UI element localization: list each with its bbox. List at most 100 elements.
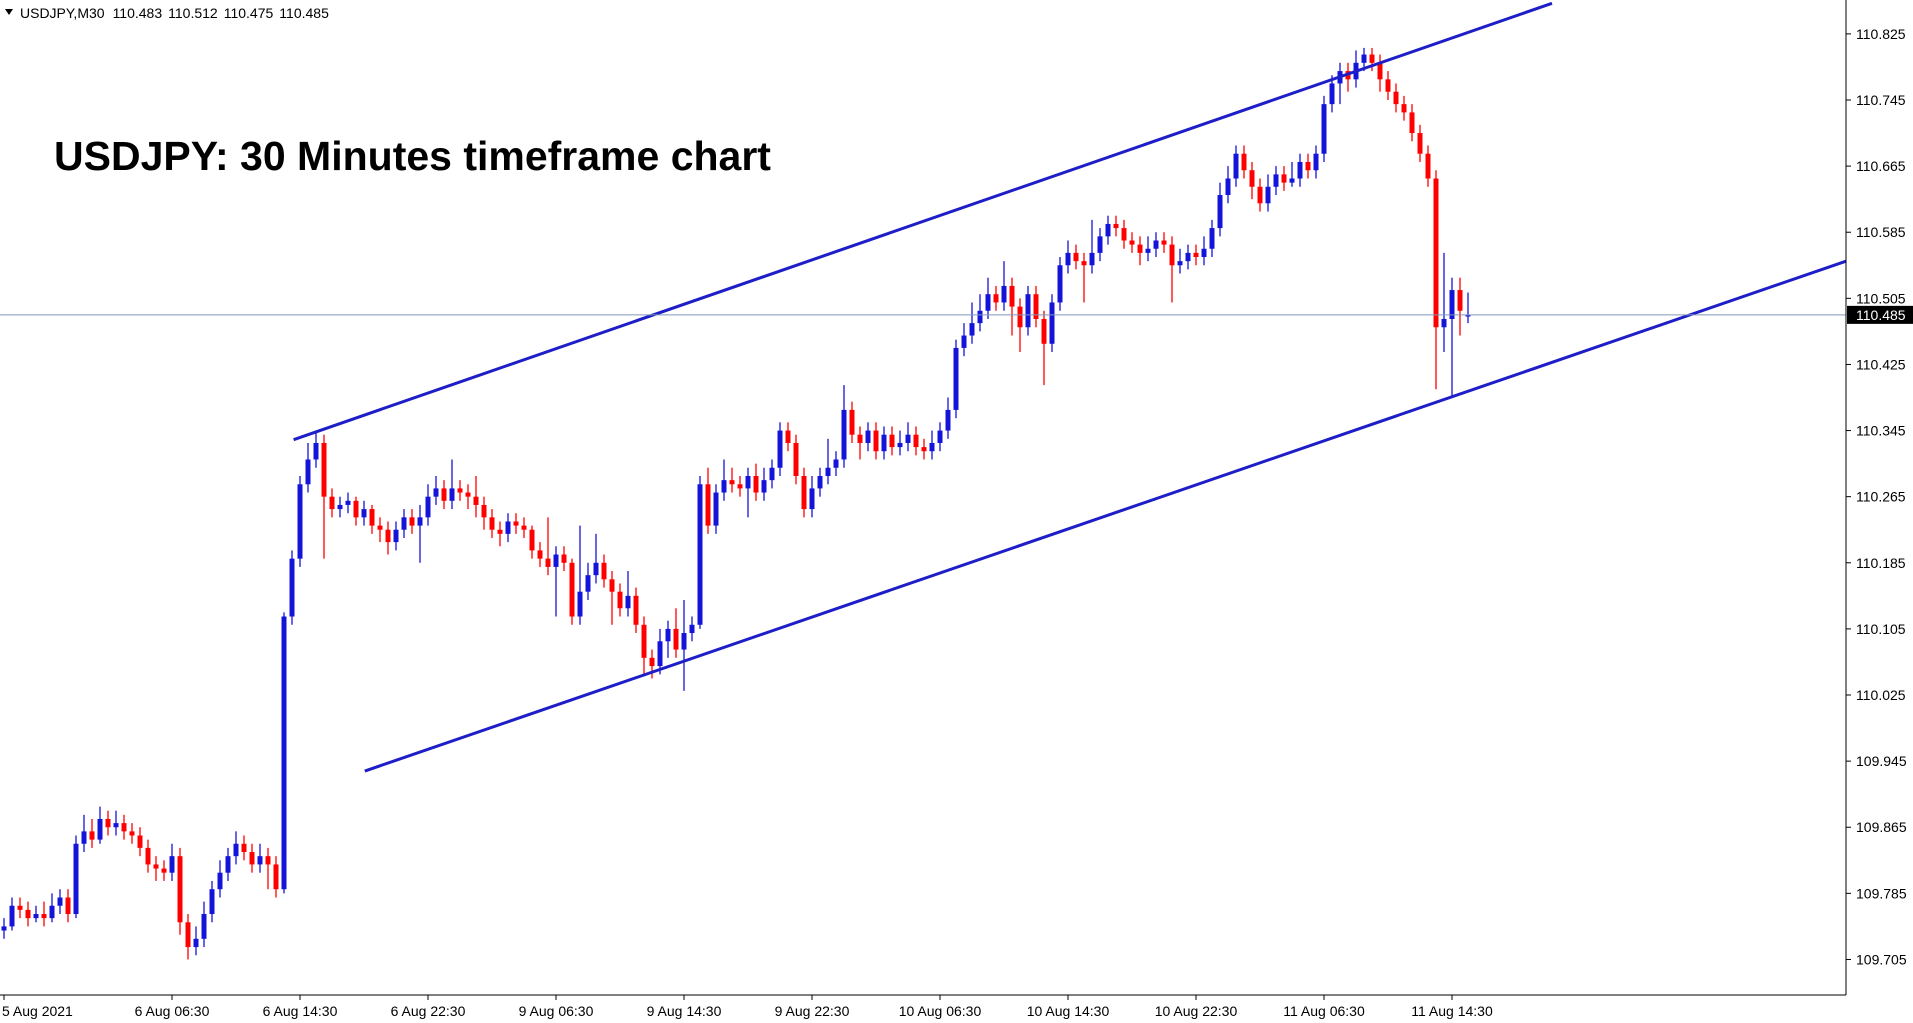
candle-body — [1465, 314, 1471, 317]
y-tick-label: 110.265 — [1856, 489, 1906, 505]
candle-body — [1225, 178, 1231, 196]
candle-body — [345, 500, 351, 505]
candle-body — [1177, 261, 1183, 266]
candle-body — [681, 633, 687, 650]
y-tick-label: 110.665 — [1856, 158, 1906, 174]
candle-body — [209, 889, 215, 915]
candle-body — [121, 823, 127, 832]
candle-body — [665, 628, 671, 642]
candle-body — [793, 442, 799, 477]
trendline — [293, 1, 1553, 442]
candle-body — [65, 897, 71, 915]
candle-body — [177, 856, 183, 923]
candle-body — [1081, 261, 1087, 266]
header-arrow — [5, 9, 13, 15]
x-tick-label: 10 Aug 06:30 — [899, 1003, 982, 1019]
y-tick-label: 109.945 — [1856, 753, 1907, 769]
candle-body — [577, 591, 583, 617]
candle-body — [593, 562, 599, 576]
candle-body — [1153, 240, 1159, 249]
candle-body — [1385, 79, 1391, 92]
candle-body — [889, 434, 895, 448]
candle-body — [1025, 294, 1031, 328]
candle-body — [953, 347, 959, 410]
x-tick-label: 6 Aug 06:30 — [135, 1003, 210, 1019]
y-tick-label: 109.785 — [1856, 885, 1907, 901]
candle-body — [945, 409, 951, 431]
candle-body — [1185, 252, 1191, 262]
candle-body — [1097, 236, 1103, 253]
candle-body — [969, 323, 975, 336]
candle-body — [777, 430, 783, 468]
candle-body — [737, 484, 743, 489]
candle-body — [1145, 248, 1151, 253]
candle-body — [425, 496, 431, 518]
candle-body — [89, 831, 95, 840]
candle-body — [193, 938, 199, 948]
candle-body — [41, 914, 47, 919]
y-tick-label: 110.105 — [1856, 621, 1906, 637]
x-tick-label: 9 Aug 06:30 — [519, 1003, 594, 1019]
candle-body — [785, 430, 791, 443]
candle-body — [145, 847, 151, 865]
candle-body — [713, 492, 719, 526]
candle-body — [1241, 153, 1247, 171]
candle-body — [49, 905, 55, 919]
candle-body — [449, 488, 455, 501]
candle-body — [97, 818, 103, 840]
y-tick-label: 110.585 — [1856, 224, 1906, 240]
candle-body — [417, 517, 423, 526]
candle-body — [985, 294, 991, 311]
x-tick-label: 6 Aug 22:30 — [391, 1003, 466, 1019]
candle-body — [329, 496, 335, 510]
candle-body — [817, 476, 823, 489]
candle-body — [33, 914, 39, 919]
y-tick-label: 110.185 — [1856, 555, 1906, 571]
candle-body — [465, 492, 471, 497]
candle-body — [1049, 302, 1055, 344]
x-tick-label: 6 Aug 14:30 — [263, 1003, 338, 1019]
candle-body — [1257, 186, 1263, 204]
candle-body — [473, 496, 479, 505]
candle-body — [1393, 91, 1399, 105]
candle-body — [609, 579, 615, 592]
candle-body — [457, 488, 463, 493]
candle-body — [1377, 62, 1383, 80]
candle-body — [1273, 174, 1279, 187]
candle-body — [1249, 170, 1255, 187]
candle-body — [705, 484, 711, 526]
candle-body — [1361, 54, 1367, 63]
candle-body — [137, 835, 143, 848]
candle-body — [825, 467, 831, 477]
candle-body — [1129, 240, 1135, 245]
y-tick-label: 110.425 — [1856, 356, 1906, 372]
price-tag — [1847, 305, 1913, 324]
candle-body — [1137, 244, 1143, 253]
candle-body — [753, 476, 759, 493]
candle-body — [73, 843, 79, 915]
candle-body — [801, 476, 807, 510]
candle-body — [385, 529, 391, 543]
x-tick-label: 5 Aug 2021 — [2, 1003, 73, 1019]
price-tag-label: 110.485 — [1856, 307, 1906, 323]
candle-body — [313, 442, 319, 460]
candle-body — [1401, 104, 1407, 113]
candle-body — [169, 856, 175, 873]
candle-body — [289, 558, 295, 617]
candle-body — [1, 926, 7, 931]
trendline — [364, 259, 1847, 773]
candle-body — [1425, 153, 1431, 179]
y-tick-label: 110.745 — [1856, 92, 1906, 108]
candle-body — [601, 562, 607, 580]
candle-body — [761, 480, 767, 493]
candle-body — [305, 459, 311, 485]
header: USDJPY,M30 110.483 110.512 110.475 110.485 — [20, 5, 329, 21]
candle-body — [689, 624, 695, 634]
candle-body — [849, 409, 855, 435]
candle-body — [113, 823, 119, 828]
x-tick-label: 9 Aug 22:30 — [775, 1003, 850, 1019]
candle-body — [1073, 252, 1079, 262]
